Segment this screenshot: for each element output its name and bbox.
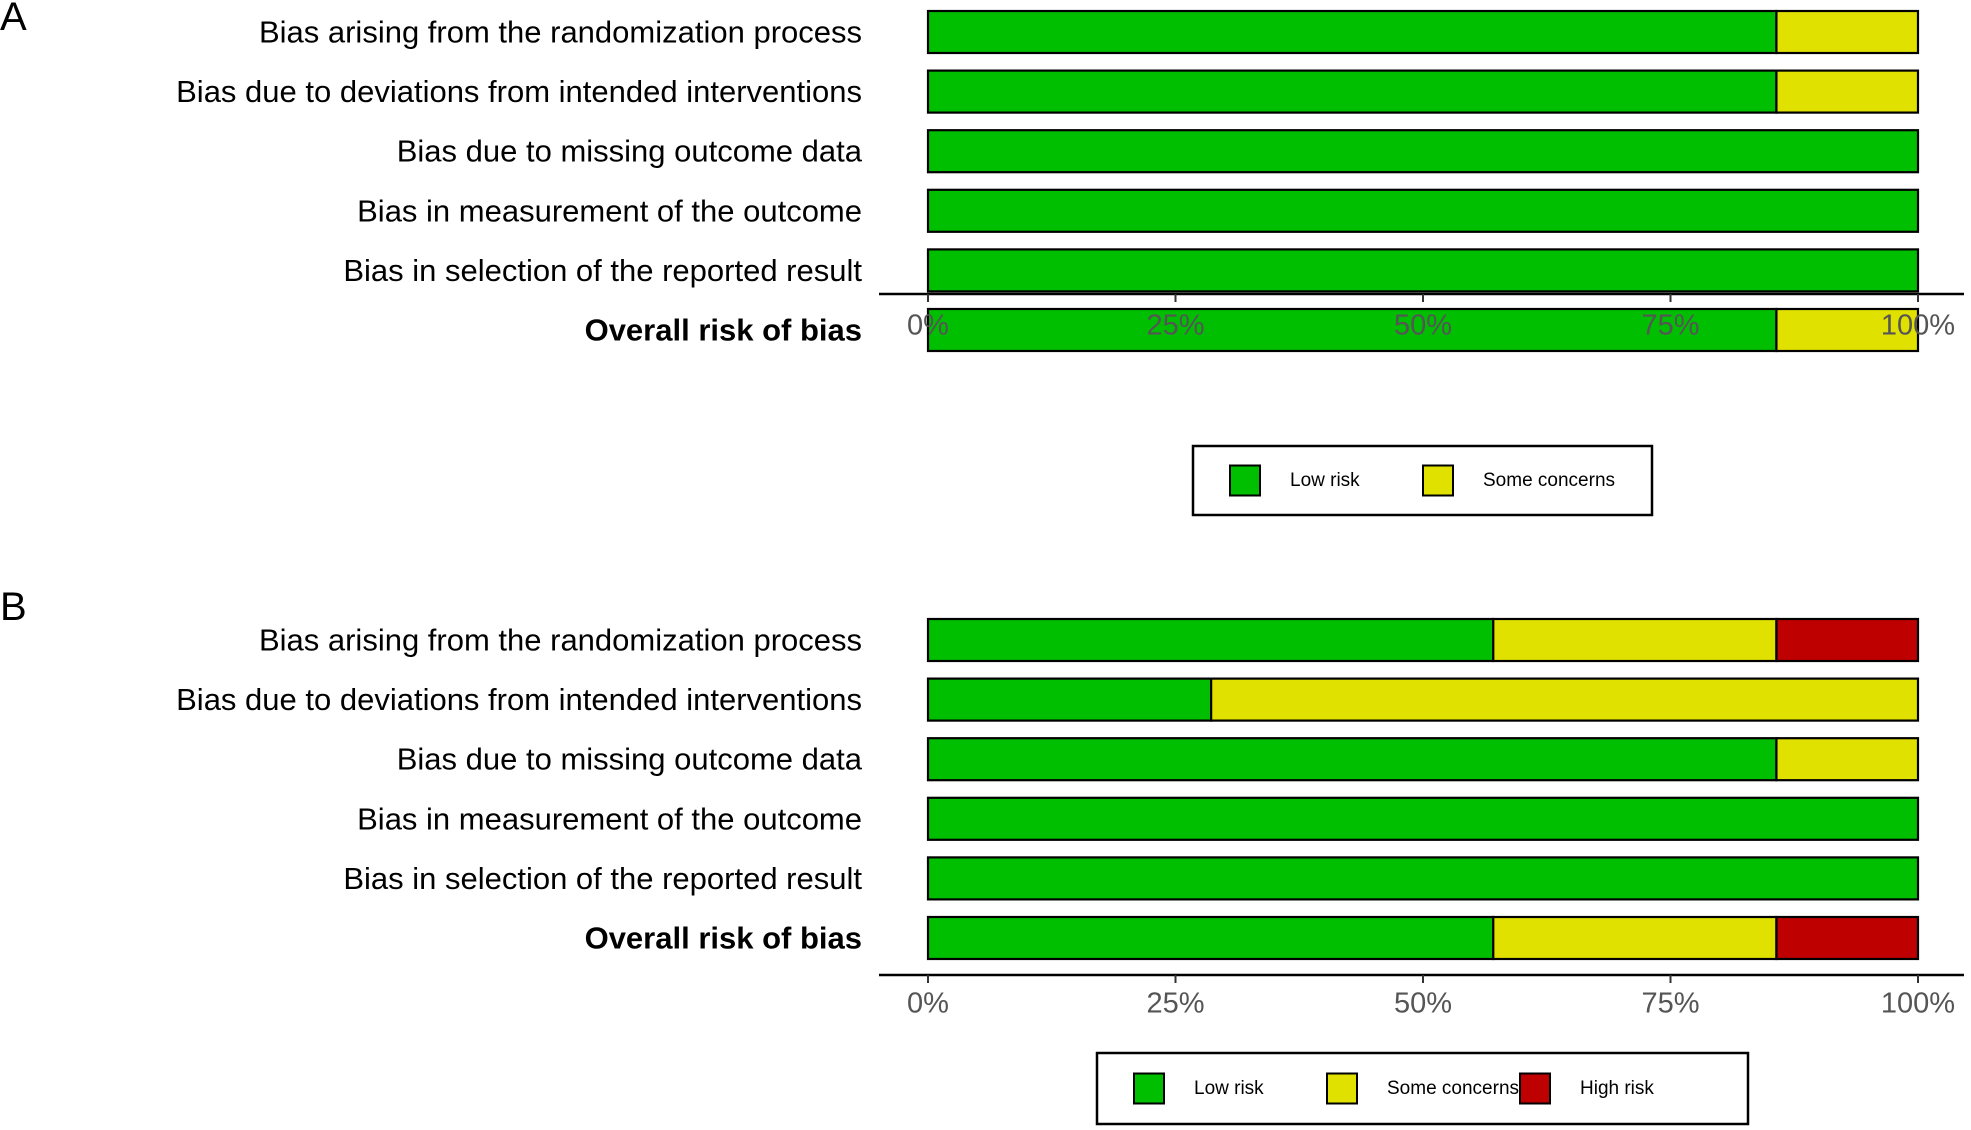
x-tick-label: 100%: [1881, 310, 1955, 342]
row-label-overall-risk-of-bias: Overall risk of bias: [585, 313, 862, 348]
bar-segment-some-concerns: [1492, 915, 1778, 961]
panel-label: B: [0, 585, 27, 629]
bar-segment-high-risk: [1775, 915, 1920, 961]
legend: Low risk Some concerns High risk: [1095, 1051, 1750, 1126]
row-label-bias-in-selection-of-the-reported-result: Bias in selection of the reported result: [343, 861, 862, 896]
x-tick-label: 25%: [1146, 310, 1204, 342]
legend-label-low-risk: Low risk: [1194, 1078, 1264, 1099]
legend-label-high-risk: High risk: [1580, 1078, 1654, 1099]
x-tick-label: 25%: [1146, 988, 1204, 1020]
bar-segment-some-concerns: [1210, 677, 1920, 722]
legend-key-some-concerns: [1326, 1072, 1358, 1105]
bar-segment-low-risk: [926, 248, 1920, 293]
bar-segment-low-risk: [926, 307, 1778, 353]
bar-segment-low-risk: [926, 69, 1778, 114]
x-tick-label: 50%: [1394, 310, 1452, 342]
row-label-bias-due-to-deviations-from-intended-interventions: Bias due to deviations from intended int…: [176, 74, 862, 109]
bar-segment-low-risk: [926, 796, 1920, 841]
bar-segment-some-concerns: [1775, 737, 1920, 782]
row-label-bias-due-to-missing-outcome-data: Bias due to missing outcome data: [397, 134, 863, 169]
row-label-bias-due-to-missing-outcome-data: Bias due to missing outcome data: [397, 742, 863, 777]
chart-panel-a: A Bias arising from the randomization pro…: [0, 0, 1964, 517]
bar-segment-high-risk: [1775, 617, 1920, 663]
legend-label-some-concerns: Some concerns: [1387, 1078, 1519, 1099]
row-label-bias-in-measurement-of-the-outcome: Bias in measurement of the outcome: [357, 193, 862, 228]
bar-segment-low-risk: [926, 9, 1778, 55]
bar-segment-low-risk: [926, 129, 1920, 174]
row-label-bias-due-to-deviations-from-intended-interventions: Bias due to deviations from intended int…: [176, 682, 862, 717]
legend-key-some-concerns: [1422, 464, 1454, 497]
x-tick-label: 0%: [907, 988, 949, 1020]
bar-segment-low-risk: [926, 737, 1778, 782]
row-label-bias-in-selection-of-the-reported-result: Bias in selection of the reported result: [343, 253, 862, 288]
legend-box: [1095, 1051, 1750, 1126]
legend: Low risk Some concerns: [1191, 444, 1654, 517]
bar-segment-low-risk: [926, 677, 1213, 722]
row-label-overall-risk-of-bias: Overall risk of bias: [585, 921, 862, 956]
x-tick-label: 100%: [1881, 988, 1955, 1020]
x-tick-label: 75%: [1641, 310, 1699, 342]
legend-label-some-concerns: Some concerns: [1483, 470, 1615, 491]
row-label-bias-in-measurement-of-the-outcome: Bias in measurement of the outcome: [357, 801, 862, 836]
legend-key-low-risk: [1133, 1072, 1165, 1105]
bar-segment-low-risk: [926, 856, 1920, 901]
bar-segment-some-concerns: [1775, 9, 1920, 55]
x-tick-label: 75%: [1641, 988, 1699, 1020]
bar-segment-some-concerns: [1775, 307, 1920, 353]
x-tick-label: 0%: [907, 310, 949, 342]
row-label-bias-arising-from-the-randomization-process: Bias arising from the randomization proc…: [259, 15, 862, 50]
bar-segment-low-risk: [926, 915, 1495, 961]
x-tick-label: 50%: [1394, 988, 1452, 1020]
legend-key-low-risk: [1229, 464, 1261, 497]
legend-label-low-risk: Low risk: [1290, 470, 1360, 491]
row-label-bias-arising-from-the-randomization-process: Bias arising from the randomization proc…: [259, 623, 862, 658]
bar-segment-low-risk: [926, 188, 1920, 233]
chart-panel-b: B Bias arising from the randomization pro…: [0, 585, 1964, 1126]
panel-label: A: [0, 0, 27, 39]
bar-segment-low-risk: [926, 617, 1495, 663]
bar-segment-some-concerns: [1492, 617, 1778, 663]
legend-key-high-risk: [1519, 1072, 1551, 1105]
bar-segment-some-concerns: [1775, 69, 1920, 114]
